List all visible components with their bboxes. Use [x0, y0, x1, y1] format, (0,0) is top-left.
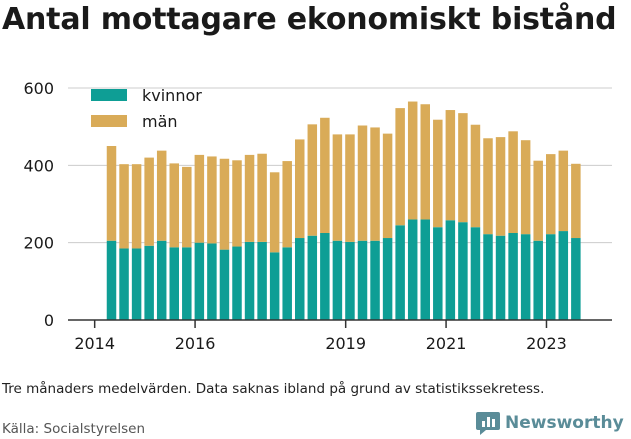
bar-kvinnor [156, 240, 167, 320]
bar-kvinnor [382, 238, 393, 320]
bar-kvinnor [483, 234, 493, 320]
bar-kvinnor [320, 233, 330, 320]
x-tick-label: 2014 [74, 334, 115, 353]
bar-man [169, 163, 179, 248]
bar-kvinnor [558, 231, 569, 320]
bar-man [106, 146, 117, 241]
bar-kvinnor [131, 248, 142, 320]
bar-man [332, 134, 343, 241]
axes: 0 200 400 600 2014 2016 2019 2021 2023 [23, 79, 612, 353]
chart-title: Antal mottagare ekonomiskt bistånd [2, 2, 617, 37]
bar-kvinnor [395, 225, 405, 320]
bar-kvinnor [571, 238, 581, 320]
bar-kvinnor [257, 241, 267, 320]
bar-man [420, 104, 430, 220]
bar-man [445, 110, 456, 221]
bar-chart-logo-icon [476, 412, 500, 435]
stacked-bar-chart: 0 200 400 600 2014 2016 2019 2021 2023 kvinnor m… [23, 79, 612, 353]
bar-kvinnor [458, 222, 468, 320]
x-tick-label: 2023 [526, 334, 567, 353]
bar-kvinnor [420, 219, 430, 320]
bar-man [257, 153, 267, 242]
bar-man [269, 172, 280, 253]
bar-man [182, 166, 192, 248]
source-text: Källa: Socialstyrelsen [2, 421, 146, 437]
bar-kvinnor [269, 252, 280, 320]
bar-man [571, 163, 581, 239]
bar-kvinnor [345, 241, 355, 320]
bar-kvinnor [282, 247, 292, 320]
bar-kvinnor [119, 248, 129, 320]
legend: kvinnor män [91, 86, 202, 131]
y-tick-label: 400 [23, 156, 54, 175]
bar-kvinnor [295, 238, 305, 320]
bar-man [244, 154, 255, 242]
bar-man [320, 117, 330, 233]
bar-kvinnor [546, 234, 556, 320]
bar-man [483, 138, 493, 235]
bar-man [219, 158, 230, 250]
y-tick-label: 0 [44, 311, 54, 330]
x-tick-label: 2019 [325, 334, 366, 353]
bar-kvinnor [194, 242, 205, 320]
bar-man [144, 157, 154, 246]
bar-kvinnor [407, 219, 418, 320]
bar-man [495, 137, 506, 236]
bar-man [395, 108, 405, 226]
bar-kvinnor [495, 235, 506, 320]
bar-kvinnor [370, 240, 380, 320]
y-tick-label: 200 [23, 234, 54, 253]
bar-man [156, 150, 167, 241]
bar-man [382, 133, 393, 239]
bar-man [357, 125, 368, 241]
bar-kvinnor [144, 245, 154, 320]
bar-kvinnor [533, 240, 543, 320]
newsworthy-logo[interactable]: Newsworthy [476, 410, 624, 436]
bar-kvinnor [508, 233, 518, 320]
bar-man [194, 154, 205, 243]
bar-man [207, 156, 217, 244]
bar-man [508, 131, 518, 233]
bar-man [282, 161, 292, 248]
bar-man [458, 113, 468, 223]
bar-kvinnor [307, 235, 318, 320]
bars [106, 101, 581, 320]
bar-man [345, 134, 355, 242]
bar-kvinnor [433, 227, 443, 320]
bar-man [470, 124, 481, 228]
bar-kvinnor [445, 220, 456, 320]
legend-label-kvinnor: kvinnor [142, 86, 202, 105]
bar-kvinnor [106, 240, 117, 320]
bar-man [520, 140, 531, 235]
bar-kvinnor [219, 249, 230, 320]
bar-man [407, 101, 418, 220]
bar-kvinnor [244, 241, 255, 320]
bar-man [370, 127, 380, 241]
bar-man [546, 154, 556, 235]
bar-kvinnor [232, 246, 242, 320]
legend-label-man: män [142, 112, 178, 131]
bar-man [295, 139, 305, 239]
bar-kvinnor [207, 243, 217, 320]
bar-kvinnor [332, 240, 343, 320]
bar-kvinnor [357, 240, 368, 320]
bar-man [433, 119, 443, 228]
bar-kvinnor [470, 227, 481, 320]
bar-man [558, 150, 569, 232]
bar-man [307, 124, 318, 236]
chart-note: Tre månaders medelvärden. Data saknas ib… [2, 381, 545, 397]
x-tick-label: 2016 [175, 334, 216, 353]
bar-man [119, 164, 129, 249]
bar-man [533, 160, 543, 241]
y-tick-label: 600 [23, 79, 54, 98]
bar-kvinnor [520, 234, 531, 320]
bar-man [232, 160, 242, 247]
bar-kvinnor [169, 247, 179, 320]
bar-kvinnor [182, 247, 192, 320]
legend-swatch-man [91, 115, 127, 127]
legend-swatch-kvinnor [91, 89, 127, 101]
bar-man [131, 164, 142, 249]
brand-name: Newsworthy [505, 413, 624, 433]
x-tick-label: 2021 [426, 334, 467, 353]
